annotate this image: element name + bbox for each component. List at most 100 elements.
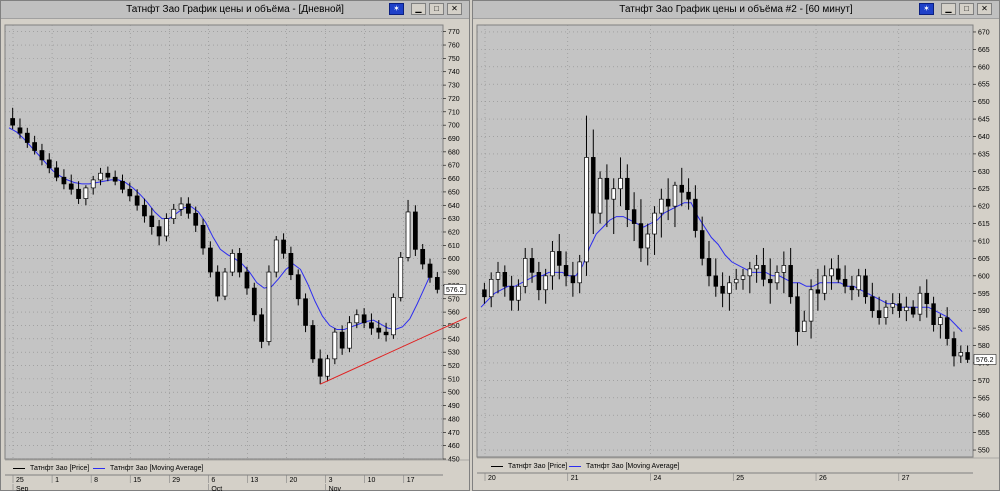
candle-body <box>944 317 950 339</box>
candle-body <box>120 180 125 190</box>
hourly-chart-titlebar[interactable]: Татнфт Зао График цены и объёма #2 - [60… <box>473 1 999 19</box>
candle-body <box>332 331 338 360</box>
y-tick-label: 500 <box>448 390 460 397</box>
candle-body <box>142 204 147 217</box>
x-month-label: Sep <box>16 486 29 491</box>
candle-body <box>523 258 528 287</box>
candle-body <box>577 261 582 284</box>
candle-body <box>376 327 382 333</box>
candle-body <box>310 325 316 360</box>
candle-body <box>222 271 228 297</box>
maximize-icon[interactable]: □ <box>959 3 974 15</box>
y-tick-label: 640 <box>448 203 460 210</box>
candle-body <box>774 272 780 284</box>
candle-body <box>904 306 909 312</box>
candle-body <box>288 253 294 276</box>
y-tick-label: 460 <box>448 443 460 450</box>
candle-body <box>215 271 221 297</box>
x-month-label: Oct <box>211 486 222 491</box>
candle-body <box>200 224 206 249</box>
candle-body <box>434 277 440 290</box>
candle-body <box>347 322 352 349</box>
candle-body <box>727 282 732 294</box>
hourly-legend-ma: Татнфт Зао [Moving Average] <box>569 461 679 473</box>
x-tick-label: 21 <box>571 475 579 482</box>
y-tick-label: 615 <box>978 221 990 228</box>
candle-body <box>938 317 943 325</box>
candle-body <box>76 188 81 199</box>
y-tick-label: 690 <box>448 136 460 143</box>
candle-body <box>134 195 140 206</box>
daily-price-chart[interactable]: 4504604704804905005105205305405505605705… <box>1 19 469 491</box>
candle-body <box>631 209 637 224</box>
pin-icon[interactable]: ✶ <box>389 3 404 15</box>
daily-chart-titlebar[interactable]: Татнфт Зао График цены и объёма - [Дневн… <box>1 1 469 19</box>
y-tick-label: 565 <box>978 395 990 402</box>
candle-body <box>618 177 623 190</box>
candle-body <box>398 257 404 298</box>
close-icon[interactable]: ✕ <box>447 3 462 15</box>
candle-body <box>591 157 596 214</box>
candle-body <box>413 211 418 250</box>
y-tick-label: 770 <box>448 29 460 36</box>
close-icon[interactable]: ✕ <box>977 3 992 15</box>
candle-body <box>720 285 725 294</box>
x-tick-label: 6 <box>211 477 215 484</box>
hourly-price-chart[interactable]: 5505555605655705755805855905956006056106… <box>473 19 999 491</box>
candle-body <box>890 303 895 308</box>
y-tick-label: 620 <box>448 229 460 236</box>
y-tick-label: 590 <box>978 308 990 315</box>
candle-body <box>164 218 169 237</box>
y-tick-label: 610 <box>978 239 990 246</box>
candle-body <box>802 320 807 332</box>
hourly-legend-price: Татнфт Зао [Price] <box>491 461 567 473</box>
candle-body <box>516 285 521 301</box>
candle-body <box>910 306 916 315</box>
y-tick-label: 635 <box>978 151 990 158</box>
candle-body <box>10 118 16 126</box>
current-price-label: 576.2 <box>446 287 464 294</box>
candle-body <box>781 265 787 273</box>
candle-body <box>958 352 964 357</box>
y-tick-label: 730 <box>448 83 460 90</box>
x-tick-label: 8 <box>94 477 98 484</box>
x-tick-label: 20 <box>488 475 496 482</box>
candle-body <box>354 314 360 324</box>
minimize-icon[interactable]: ▁ <box>411 3 426 15</box>
y-tick-label: 590 <box>448 270 460 277</box>
candle-body <box>229 253 235 273</box>
pin-icon[interactable]: ✶ <box>919 3 934 15</box>
maximize-icon[interactable]: □ <box>429 3 444 15</box>
candle-body <box>808 289 814 322</box>
candle-body <box>391 297 396 336</box>
daily-chart-window: Татнфт Зао График цены и объёма - [Дневн… <box>0 0 470 491</box>
candle-body <box>713 275 719 287</box>
y-tick-label: 480 <box>448 416 460 423</box>
candle-body <box>509 285 514 301</box>
candle-body <box>604 177 610 200</box>
candle-body <box>665 198 671 207</box>
y-tick-label: 645 <box>978 117 990 124</box>
x-tick-label: 17 <box>407 477 415 484</box>
candle-body <box>659 198 664 214</box>
candle-body <box>105 172 111 178</box>
y-tick-label: 680 <box>448 149 460 156</box>
candle-body <box>369 322 374 329</box>
candle-body <box>965 352 970 360</box>
candle-body <box>876 310 882 318</box>
candle-body <box>178 203 184 210</box>
candle-body <box>931 303 936 325</box>
candle-body <box>863 275 868 298</box>
candle-body <box>563 265 569 277</box>
minimize-icon[interactable]: ▁ <box>941 3 956 15</box>
hourly-chart-title: Татнфт Зао График цены и объёма #2 - [60… <box>619 4 853 15</box>
candle-body <box>761 265 766 280</box>
moving-average-line <box>8 127 433 331</box>
candle-body <box>740 275 746 280</box>
candle-body <box>536 272 542 291</box>
y-tick-label: 585 <box>978 326 990 333</box>
candle-body <box>856 275 861 291</box>
hourly-chart-window: Татнфт Зао График цены и объёма #2 - [60… <box>472 0 1000 491</box>
y-tick-label: 670 <box>978 29 990 36</box>
y-tick-label: 520 <box>448 363 460 370</box>
